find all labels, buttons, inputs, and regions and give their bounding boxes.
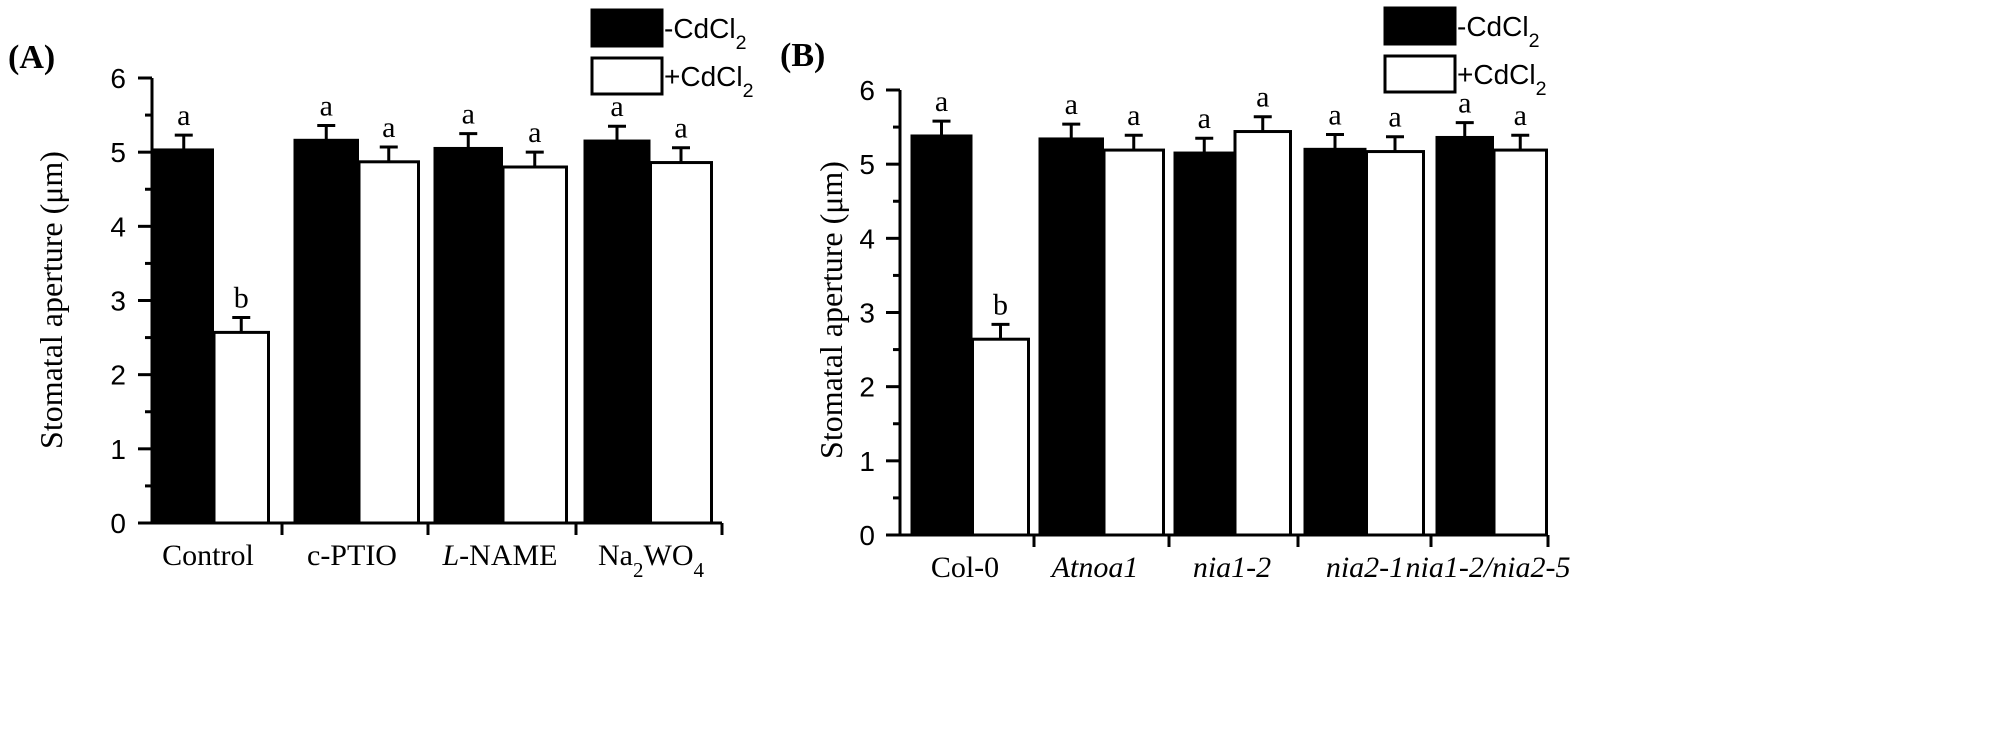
y-tick-label: 6	[859, 75, 875, 106]
y-tick-label: 0	[859, 520, 875, 551]
significance-letter: a	[1328, 99, 1341, 132]
legend-swatch	[590, 56, 664, 96]
y-tick-label: 4	[859, 223, 875, 254]
y-tick-label: 5	[110, 137, 126, 168]
bar	[583, 139, 651, 525]
significance-letter: a	[177, 99, 190, 132]
legend-label: -CdCl2	[1457, 11, 1539, 52]
legend-label: -CdCl2	[664, 13, 746, 54]
y-axis-label: Stomatal aperture (μm)	[813, 161, 849, 459]
legend-label: +CdCl2	[664, 61, 754, 102]
significance-letter: a	[1065, 88, 1078, 121]
chart-panel-b: (B) Stomatal aperture (μm) 0 1 2 3 4 5 6 a b Col-0 a…	[780, 6, 1571, 584]
bar	[910, 134, 973, 537]
bar	[1233, 130, 1292, 537]
y-tick-label: 4	[110, 211, 126, 242]
significance-letter: a	[935, 85, 948, 118]
bar	[1303, 147, 1367, 537]
legend-swatch	[1383, 54, 1457, 94]
significance-letter: a	[1256, 81, 1269, 114]
significance-letter: a	[1388, 101, 1401, 134]
chart-panel-a: (A) Stomatal aperture (μm) 0 1 2 3 4 5 6 a b Contro…	[8, 8, 754, 582]
y-tick-label: 3	[859, 298, 875, 329]
bar	[357, 160, 420, 525]
y-tick-label: 3	[110, 286, 126, 317]
y-axis-label: Stomatal aperture (μm)	[33, 151, 69, 449]
significance-letter: a	[1198, 102, 1211, 135]
significance-letter: a	[1458, 87, 1471, 120]
y-tick-label: 0	[110, 508, 126, 539]
x-tick-label: Na2WO4	[598, 539, 704, 582]
bar	[212, 330, 270, 525]
bar	[1365, 150, 1425, 537]
bar	[649, 161, 713, 525]
significance-letter: a	[674, 112, 687, 145]
y-tick-label: 5	[859, 149, 875, 180]
bar	[1173, 151, 1235, 537]
significance-letter: b	[993, 288, 1008, 321]
bar	[1038, 137, 1104, 537]
y-tick-label: 1	[859, 446, 875, 477]
y-tick-label: 1	[110, 434, 126, 465]
x-tick-label: nia1-2	[1193, 551, 1271, 584]
y-tick-label: 2	[859, 372, 875, 403]
x-tick-label: nia2-1	[1326, 551, 1404, 584]
legend-swatch	[1383, 6, 1457, 46]
legend-label: +CdCl2	[1457, 59, 1547, 100]
significance-letter: a	[528, 116, 541, 149]
significance-letter: a	[610, 90, 623, 123]
x-tick-label: L-NAME	[441, 539, 557, 572]
significance-letter: a	[462, 98, 475, 131]
significance-letter: a	[320, 89, 333, 122]
significance-letter: a	[1514, 99, 1527, 132]
bar	[971, 337, 1030, 537]
panel-label: (B)	[780, 37, 825, 74]
x-tick-label: Atnoa1	[1050, 551, 1139, 584]
significance-letter: b	[234, 282, 249, 315]
y-tick-label: 2	[110, 360, 126, 391]
panel-label: (A)	[8, 39, 55, 76]
x-tick-label: Control	[162, 539, 254, 572]
x-tick-label: Col-0	[931, 551, 999, 584]
bar	[153, 148, 214, 525]
x-tick-label: c-PTIO	[307, 539, 397, 572]
significance-letter: a	[1127, 99, 1140, 132]
significance-letter: a	[382, 111, 395, 144]
bar	[433, 146, 503, 525]
bar	[501, 165, 568, 525]
legend-swatch	[590, 8, 664, 48]
x-tick-label: nia1-2/nia2-5	[1406, 551, 1571, 584]
y-tick-label: 6	[110, 63, 126, 94]
bar	[1492, 148, 1548, 537]
bar	[1435, 135, 1494, 537]
bar	[293, 138, 359, 525]
bar	[1102, 148, 1165, 537]
